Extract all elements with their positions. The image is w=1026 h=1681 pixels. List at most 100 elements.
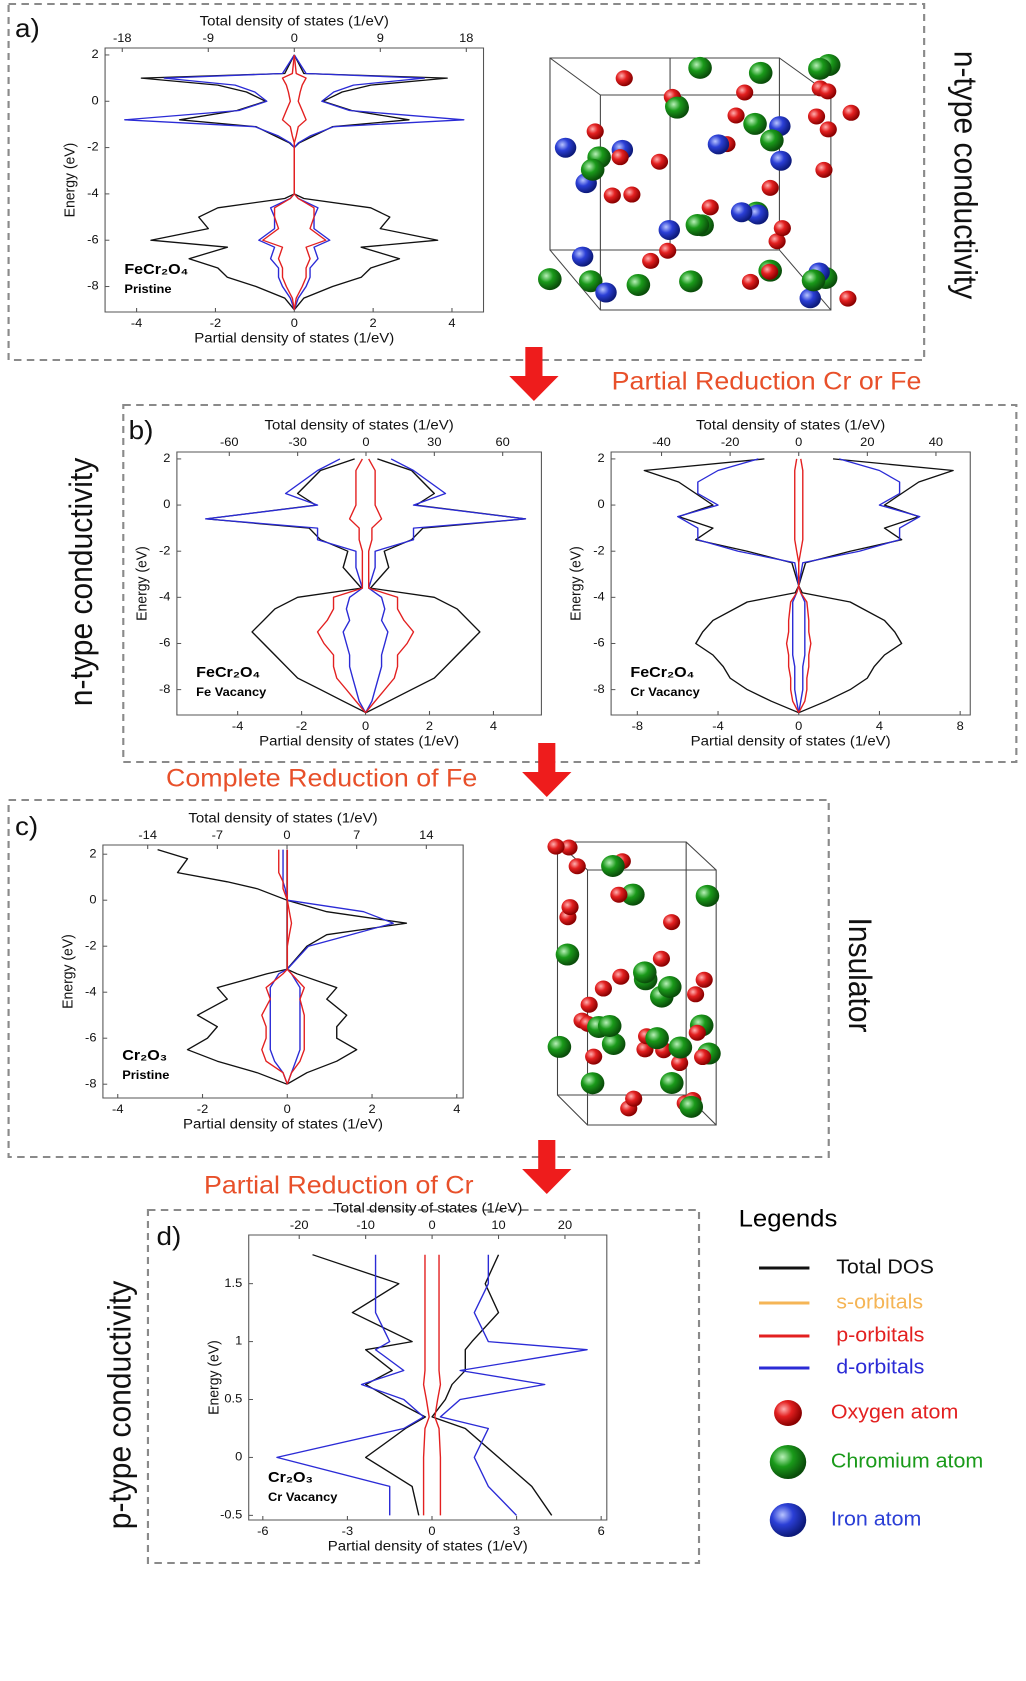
- atom: [663, 914, 681, 931]
- annotation: Partial Reduction of Cr: [204, 1172, 474, 1199]
- x-tick-label: -6: [257, 1525, 269, 1539]
- compound-note: Cr Vacancy: [630, 686, 699, 700]
- y-axis-label: Energy (eV): [62, 143, 79, 218]
- compound-note: Fe Vacancy: [196, 686, 266, 700]
- dos-curve: [316, 458, 367, 714]
- compound-label: FeCr₂O₄: [630, 664, 694, 680]
- panel-d-frame: [146, 1209, 701, 1564]
- atom: [679, 1095, 704, 1118]
- y-tick-label: 0: [598, 498, 605, 512]
- atom: [580, 1072, 605, 1095]
- atom: [685, 214, 710, 237]
- atom: [621, 883, 645, 906]
- atom: [808, 57, 832, 80]
- atom: [657, 976, 682, 999]
- x-tick-label: 0: [795, 720, 802, 734]
- x2-tick-label: -7: [212, 829, 224, 843]
- atoms: [538, 54, 860, 1118]
- y-tick-label: 2: [91, 48, 98, 62]
- x-tick-label: 0: [284, 1103, 291, 1117]
- y-tick-label: 1: [235, 1334, 242, 1348]
- dos-curve: [798, 458, 812, 713]
- atom: [671, 1055, 689, 1072]
- atom: [650, 153, 669, 170]
- plot-frame: [610, 451, 971, 716]
- x2-axis-label: Total density of states (1/eV): [265, 418, 454, 433]
- atom: [554, 137, 577, 158]
- atom: [612, 968, 630, 985]
- x2-tick-label: -18: [113, 32, 132, 46]
- atom: [652, 950, 670, 967]
- x2-tick-label: 0: [291, 32, 298, 46]
- atom: [642, 252, 660, 269]
- plot-frame: [176, 451, 542, 716]
- legend-label: Total DOS: [836, 1256, 934, 1278]
- y-tick-label: -4: [85, 985, 97, 999]
- y-tick-label: 2: [89, 847, 96, 861]
- atom: [730, 202, 753, 223]
- atom: [807, 108, 826, 125]
- y-tick-label: -2: [593, 544, 605, 558]
- legend-label: Oxygen atom: [831, 1401, 958, 1423]
- y-tick-label: -0.5: [220, 1508, 242, 1522]
- atom: [679, 270, 703, 293]
- y-axis-label: Energy (eV): [134, 546, 151, 621]
- atom: [747, 204, 769, 225]
- atom: [761, 263, 779, 280]
- y-tick-label: -8: [85, 1077, 97, 1091]
- y-tick-label: 1.5: [224, 1276, 242, 1290]
- plot-frame: [248, 1234, 608, 1521]
- y-tick-label: -6: [159, 636, 171, 650]
- arrow: [522, 1140, 572, 1194]
- x2-tick-label: -10: [356, 1219, 375, 1233]
- x-tick-label: -8: [632, 720, 644, 734]
- x-tick-label: 2: [426, 720, 433, 734]
- side-label: Insulator: [842, 917, 878, 1032]
- panel-label: a): [15, 14, 40, 43]
- x2-tick-label: 9: [377, 32, 384, 46]
- atom: [611, 149, 629, 166]
- dos-curve: [157, 848, 288, 1085]
- dos-chart: -8 -6 -4 -2 0 2 -4 -2 0 2 4 -60 -30 0 30 60 Partial dens…: [134, 418, 542, 750]
- dos-curve: [365, 458, 415, 714]
- compound-label: Cr₂O₃: [268, 1469, 313, 1485]
- dos-curve: [276, 1254, 425, 1516]
- annotation: Complete Reduction of Fe: [166, 765, 477, 792]
- dos-curve: [365, 458, 527, 714]
- atom: [560, 839, 578, 856]
- y-tick-label: -6: [87, 233, 99, 247]
- y-tick-label: -4: [593, 590, 605, 604]
- atom: [741, 273, 760, 290]
- x-tick-label: 4: [453, 1103, 460, 1117]
- x2-tick-label: -20: [721, 436, 740, 450]
- y-tick-label: -6: [593, 636, 605, 650]
- legend: Legends Total DOS s-orbitals p-orbitals d-o…: [739, 1205, 983, 1537]
- x-tick-label: -3: [342, 1525, 354, 1539]
- atom: [597, 1014, 622, 1037]
- dos-curve: [293, 54, 448, 311]
- atom: [842, 104, 860, 121]
- x-tick-label: -4: [131, 317, 143, 331]
- legend-swatch: [774, 1400, 802, 1426]
- x-tick-label: 0: [362, 720, 369, 734]
- atom: [815, 161, 833, 178]
- atom: [687, 986, 705, 1003]
- x-tick-label: 0: [291, 317, 298, 331]
- x2-tick-label: -30: [288, 436, 307, 450]
- x2-tick-label: 10: [491, 1219, 505, 1233]
- dos-curve: [269, 849, 289, 1085]
- atom: [555, 943, 580, 966]
- y-tick-label: -2: [87, 140, 99, 154]
- compound-note: Pristine: [124, 283, 171, 297]
- legend-swatch: [769, 1445, 807, 1479]
- dos-curve: [293, 54, 465, 310]
- atom: [695, 884, 720, 907]
- atom: [601, 854, 625, 877]
- panel-c-frame: [7, 799, 830, 1158]
- compound-note: Cr Vacancy: [268, 1491, 337, 1505]
- arrows: [509, 347, 572, 1194]
- atom: [538, 268, 562, 291]
- x-axis-label: Partial density of states (1/eV): [194, 331, 394, 346]
- atom: [659, 1072, 684, 1095]
